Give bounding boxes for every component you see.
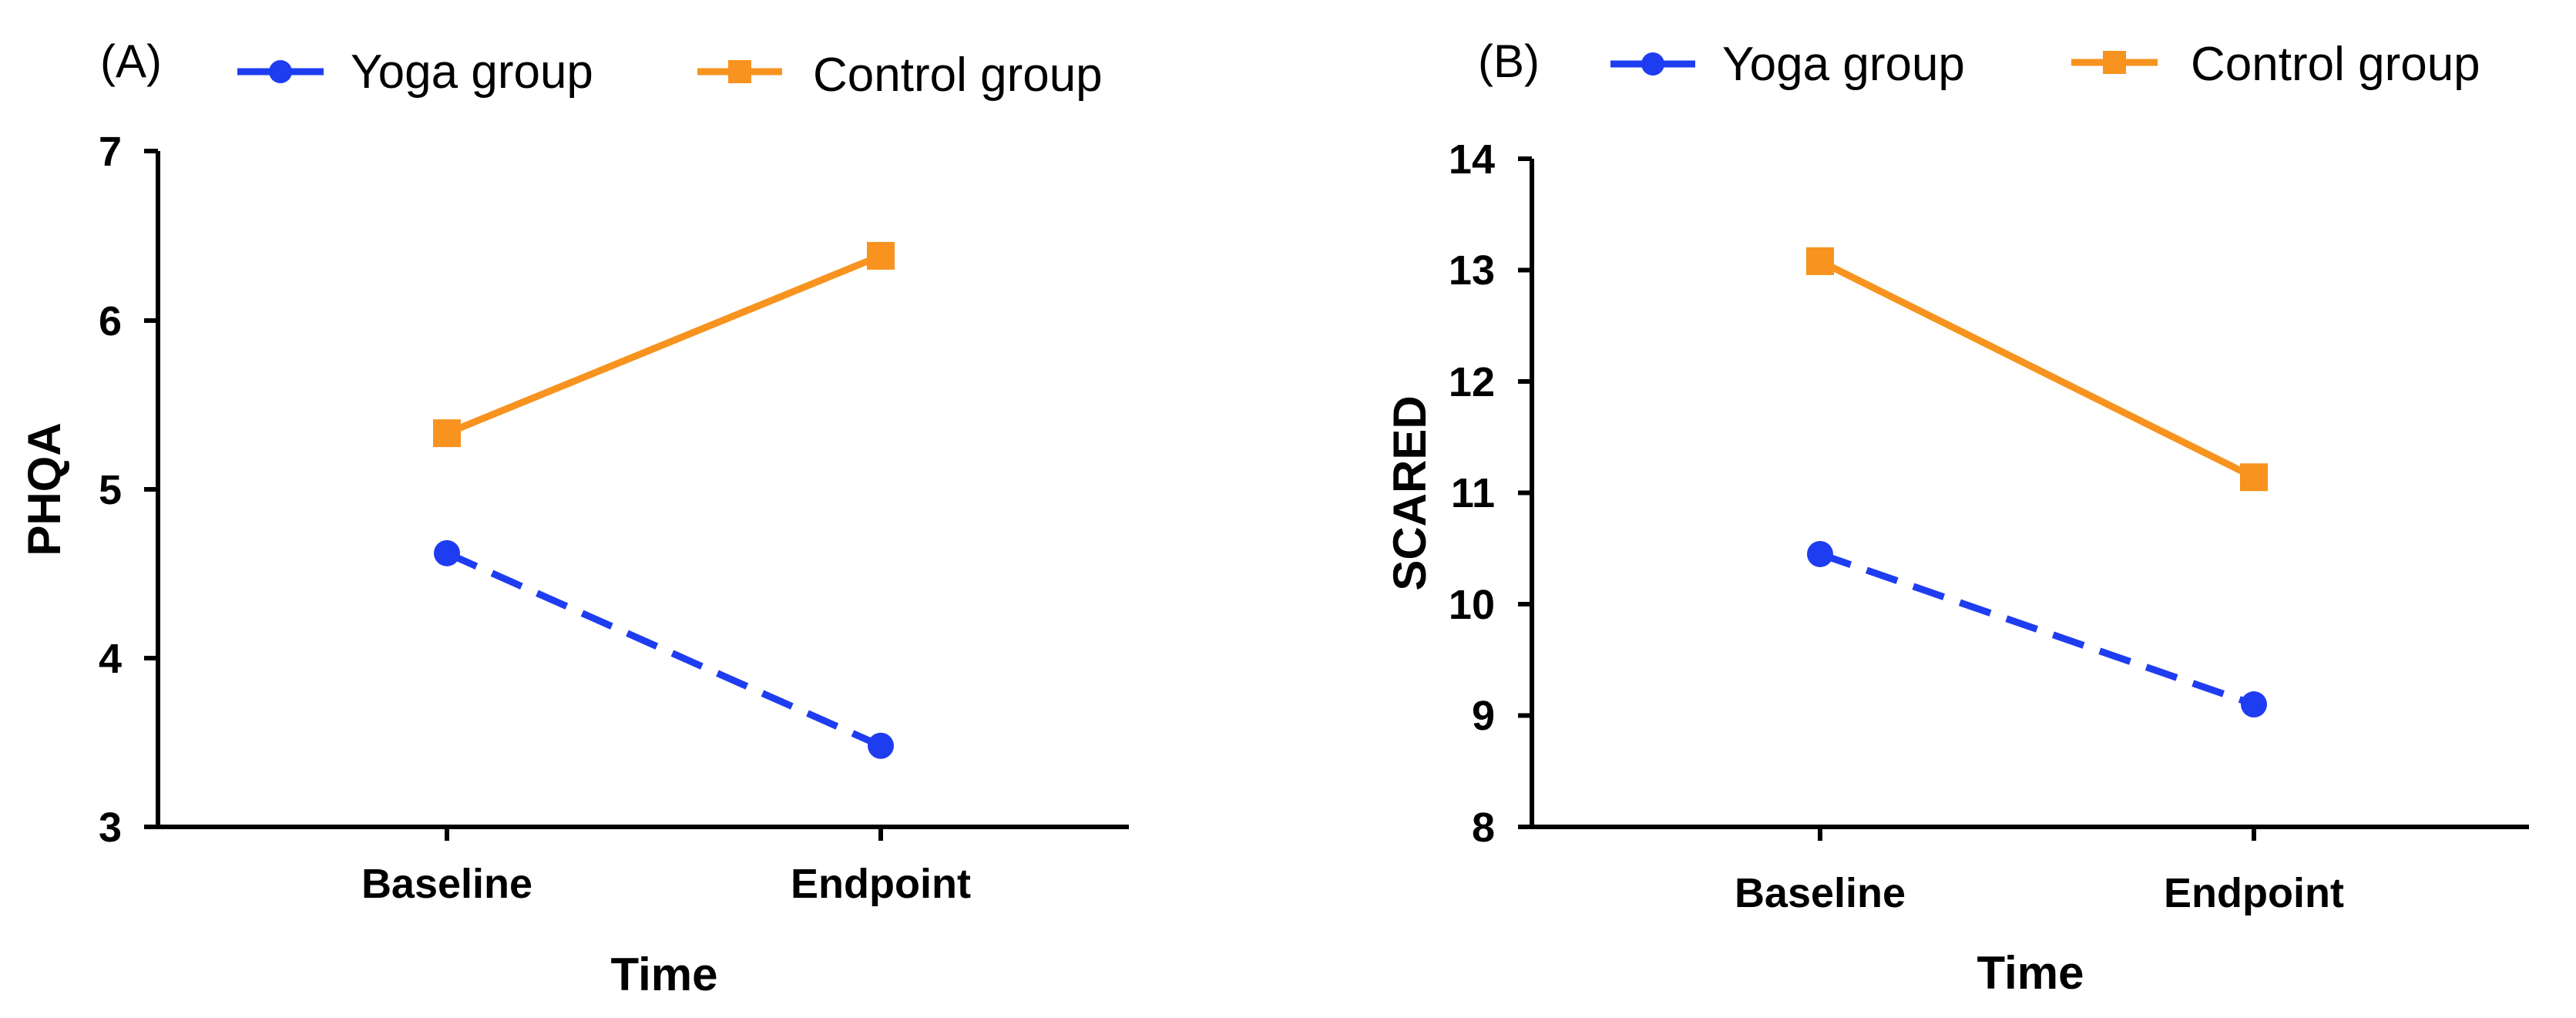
panel-b-x-ticks: Baseline Endpoint — [1735, 827, 2344, 916]
panel-b-yoga-point-baseline — [1807, 540, 1833, 567]
panel-a-series-yoga — [434, 539, 894, 759]
panel-b-ytick-label: 9 — [1472, 693, 1495, 739]
panel-a-ytick-label: 3 — [99, 805, 122, 851]
panel-b-ytick-label: 12 — [1449, 359, 1495, 405]
panel-b-series-yoga — [1807, 540, 2267, 718]
panel-b-legend-yoga-label: Yoga group — [1722, 38, 1965, 91]
panel-b-ytick-label: 10 — [1449, 582, 1495, 628]
panel-b-control-point-baseline — [1806, 247, 1834, 275]
panel-a-yoga-line — [445, 549, 882, 749]
panel-a-yoga-point-endpoint — [868, 732, 894, 759]
chart-panel-a: (A) Yoga group Control group 3 4 5 6 7 — [18, 35, 1129, 1000]
legend-yoga-marker — [1641, 52, 1664, 76]
panel-a-legend: Yoga group Control group — [237, 45, 1103, 102]
panel-b-x-axis-title: Time — [1977, 947, 2084, 999]
panel-a-ytick-label: 4 — [99, 636, 122, 682]
panel-a-ytick-label: 5 — [99, 467, 122, 513]
panel-b-control-point-endpoint — [2240, 463, 2268, 492]
panel-b-label: (B) — [1478, 35, 1540, 87]
legend-control-marker — [2103, 51, 2126, 74]
panel-b-legend-control-label: Control group — [2191, 38, 2480, 91]
panel-a-control-line — [445, 252, 882, 437]
panel-b-y-axis-title: SCARED — [1384, 395, 1436, 590]
panel-b-ytick-label: 11 — [1451, 470, 1495, 516]
panel-a-y-ticks: 3 4 5 6 7 — [99, 129, 158, 851]
panel-b-ytick-label: 13 — [1449, 247, 1495, 294]
panel-a-y-axis-title: PHQA — [18, 422, 70, 556]
panel-a-series-control — [433, 241, 895, 448]
panel-a-xtick-label: Baseline — [361, 861, 532, 907]
panel-b-xtick-label: Baseline — [1735, 870, 1906, 916]
panel-b-ytick-label: 8 — [1472, 805, 1495, 851]
panel-a-yoga-point-baseline — [434, 539, 460, 566]
panel-a-x-ticks: Baseline Endpoint — [361, 827, 971, 907]
panel-a-legend-control-label: Control group — [813, 49, 1103, 102]
panel-b-yoga-point-endpoint — [2241, 691, 2267, 718]
panel-b-legend: Yoga group Control group — [1610, 38, 2480, 91]
panel-b-xtick-label: Endpoint — [2164, 870, 2344, 916]
panel-a-legend-yoga-label: Yoga group — [351, 45, 593, 99]
panel-b-ytick-label: 14 — [1449, 136, 1495, 183]
panel-a-ytick-label: 7 — [99, 129, 122, 175]
legend-yoga-marker — [269, 60, 292, 83]
panel-a-xtick-label: Endpoint — [791, 861, 971, 907]
panel-b-y-ticks: 8 9 10 11 12 13 14 — [1449, 136, 1532, 851]
panel-a-control-point-baseline — [433, 419, 461, 448]
panel-b-control-line — [1818, 257, 2256, 481]
panel-a-control-point-endpoint — [867, 241, 895, 270]
panel-a-x-axis-title: Time — [611, 949, 718, 1000]
panel-b-series-control — [1806, 247, 2268, 492]
chart-panel-b: (B) Yoga group Control group 8 9 10 11 1… — [1384, 35, 2529, 999]
legend-control-marker — [728, 60, 751, 83]
panel-a-label: (A) — [100, 35, 162, 87]
panel-b-yoga-line — [1819, 550, 2255, 708]
panel-a-ytick-label: 6 — [99, 298, 122, 344]
